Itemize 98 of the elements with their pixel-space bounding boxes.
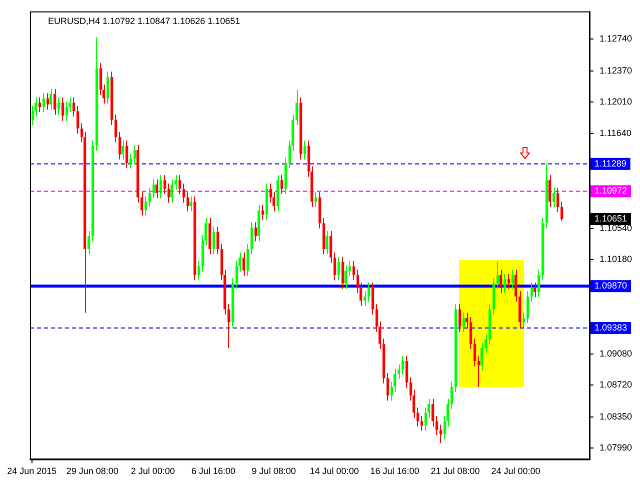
x-tick-label: 24 Jun 2015 bbox=[7, 466, 57, 476]
y-tick-label: 1.08720 bbox=[599, 380, 632, 390]
x-tick-label: 6 Jul 16:00 bbox=[191, 466, 236, 476]
candlestick bbox=[500, 269, 502, 294]
x-tick-label: 21 Jul 08:00 bbox=[430, 466, 480, 476]
candlestick bbox=[126, 140, 128, 169]
candlestick bbox=[352, 260, 356, 281]
candlestick bbox=[106, 71, 110, 104]
candlestick bbox=[480, 342, 484, 371]
y-tick-label: 1.07990 bbox=[599, 442, 632, 452]
candlestick bbox=[144, 196, 148, 216]
candlestick bbox=[462, 312, 466, 332]
candlestick bbox=[178, 174, 182, 194]
candlestick bbox=[100, 62, 102, 96]
candlestick bbox=[216, 226, 220, 255]
candlestick bbox=[326, 230, 328, 255]
candlestick bbox=[344, 264, 348, 290]
y-tick-label: 1.08350 bbox=[599, 411, 632, 422]
x-tick-label: 9 Jul 08:00 bbox=[252, 466, 296, 476]
candlestick bbox=[46, 92, 50, 110]
candlestick bbox=[504, 274, 506, 294]
candlestick bbox=[470, 316, 472, 350]
candlestick bbox=[118, 131, 122, 160]
candlestick bbox=[58, 97, 60, 116]
candlestick bbox=[372, 282, 374, 316]
candlestick bbox=[134, 144, 136, 164]
candlestick bbox=[32, 106, 34, 126]
x-tick-label: 2 Jul 00:00 bbox=[130, 466, 175, 476]
candlestick bbox=[164, 174, 166, 194]
candlestick bbox=[76, 106, 80, 134]
candlestick bbox=[50, 88, 52, 110]
candlestick bbox=[338, 256, 340, 281]
candlestick bbox=[242, 252, 246, 276]
candlestick bbox=[236, 260, 238, 290]
candlestick bbox=[66, 101, 68, 122]
candlestick bbox=[496, 261, 500, 290]
candlestick bbox=[186, 192, 190, 212]
candlestick bbox=[368, 282, 370, 302]
ref-line-label: 1.09870 bbox=[594, 280, 628, 291]
candlestick bbox=[246, 243, 250, 276]
candlestick bbox=[526, 290, 530, 324]
y-tick-label: 1.12010 bbox=[599, 96, 632, 106]
candlestick bbox=[38, 97, 42, 113]
candlestick bbox=[508, 274, 510, 290]
candlestick bbox=[512, 269, 514, 290]
candlestick bbox=[152, 178, 156, 199]
x-tick-label: 29 Jun 08:00 bbox=[66, 466, 118, 476]
candlestick bbox=[386, 372, 390, 402]
candlestick bbox=[478, 355, 480, 388]
candlestick bbox=[122, 140, 124, 160]
candlestick bbox=[160, 174, 162, 199]
y-tick-label: 1.10180 bbox=[599, 254, 632, 264]
candlestick bbox=[538, 269, 540, 298]
candlestick bbox=[270, 183, 272, 204]
text: 1.10651 bbox=[594, 213, 628, 224]
candlestick bbox=[280, 174, 284, 194]
candlestick bbox=[190, 196, 192, 212]
candlestick bbox=[42, 92, 46, 113]
y-tick-label: 1.11640 bbox=[599, 128, 632, 138]
x-tick-label: 16 Jul 16:00 bbox=[370, 466, 420, 476]
candlestick bbox=[130, 152, 132, 169]
y-tick-label: 1.10540 bbox=[599, 222, 632, 233]
candlestick bbox=[168, 183, 170, 204]
candlestick bbox=[432, 398, 434, 427]
candlestick bbox=[530, 282, 534, 302]
candlestick bbox=[170, 178, 174, 204]
candlestick bbox=[304, 140, 306, 160]
candlestick bbox=[212, 226, 216, 255]
ref-line-label: 1.11289 bbox=[594, 158, 626, 168]
x-tick-label: 14 Jul 00:00 bbox=[310, 466, 359, 476]
candlestick bbox=[250, 222, 254, 255]
candlestick bbox=[62, 97, 64, 122]
candlestick bbox=[148, 187, 152, 208]
candlestick bbox=[198, 260, 200, 281]
candlestick bbox=[474, 338, 476, 367]
candlestick bbox=[156, 178, 158, 199]
candlestick bbox=[402, 355, 404, 376]
ref-line-label: 1.09383 bbox=[594, 322, 628, 333]
candlestick bbox=[54, 88, 56, 116]
candlestick bbox=[342, 256, 344, 290]
y-tick-label: 1.09080 bbox=[599, 348, 632, 359]
candlestick bbox=[548, 174, 552, 208]
x-tick-label: 24 Jul 00:00 bbox=[491, 466, 540, 476]
candlestick bbox=[522, 312, 526, 328]
text: EURUSD,H4 1.10792 1.10847 1.10626 1.10651 bbox=[48, 16, 240, 26]
candlestick bbox=[72, 97, 76, 117]
candlestick bbox=[458, 304, 462, 332]
candlestick bbox=[406, 355, 408, 388]
ref-line-label: 1.10972 bbox=[594, 186, 628, 196]
candlestick bbox=[182, 183, 186, 204]
candlestick bbox=[560, 201, 564, 222]
candlestick bbox=[556, 187, 560, 213]
candlestick bbox=[254, 222, 258, 242]
candlestick bbox=[552, 187, 556, 208]
y-tick-label: 1.12370 bbox=[599, 65, 632, 76]
candlestick bbox=[114, 114, 118, 143]
candlestick bbox=[424, 407, 428, 432]
y-tick-label: 1.12740 bbox=[599, 33, 632, 44]
